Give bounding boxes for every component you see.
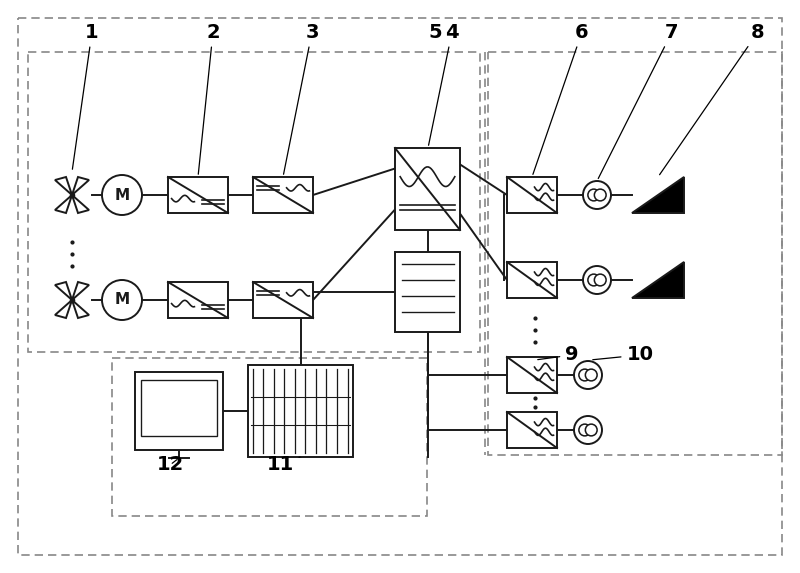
Bar: [28, 52, 480, 352]
Circle shape: [583, 266, 611, 294]
Circle shape: [586, 369, 597, 381]
Text: 3: 3: [283, 22, 318, 174]
Circle shape: [102, 175, 142, 215]
Circle shape: [574, 416, 602, 444]
Text: 10: 10: [593, 346, 654, 364]
Text: 12: 12: [156, 456, 184, 474]
Text: 6: 6: [533, 22, 589, 174]
Circle shape: [574, 361, 602, 389]
Circle shape: [586, 424, 597, 436]
Bar: [507, 262, 557, 298]
Circle shape: [588, 274, 600, 286]
Bar: [507, 357, 557, 393]
Circle shape: [583, 181, 611, 209]
Polygon shape: [632, 177, 684, 213]
Text: 1: 1: [72, 22, 99, 169]
Text: 4: 4: [429, 22, 459, 146]
Circle shape: [594, 189, 606, 201]
Bar: [248, 365, 353, 457]
Bar: [507, 177, 557, 213]
Text: 5: 5: [428, 22, 442, 41]
Circle shape: [102, 280, 142, 320]
Text: 2: 2: [198, 22, 220, 174]
Circle shape: [588, 189, 600, 201]
Bar: [395, 252, 460, 332]
Text: 11: 11: [266, 456, 300, 474]
Circle shape: [594, 274, 606, 286]
Bar: [253, 177, 313, 213]
Circle shape: [579, 369, 590, 381]
Text: 8: 8: [659, 22, 765, 175]
Bar: [112, 358, 427, 516]
Text: 9: 9: [538, 346, 578, 364]
Bar: [395, 148, 460, 230]
Bar: [168, 177, 228, 213]
Bar: [488, 52, 782, 455]
Bar: [141, 380, 217, 436]
Text: M: M: [114, 292, 130, 308]
Polygon shape: [632, 262, 684, 298]
Circle shape: [579, 424, 590, 436]
Bar: [135, 372, 223, 450]
Text: 7: 7: [598, 22, 678, 179]
Bar: [507, 412, 557, 448]
Bar: [253, 282, 313, 318]
Bar: [168, 282, 228, 318]
Text: M: M: [114, 187, 130, 202]
